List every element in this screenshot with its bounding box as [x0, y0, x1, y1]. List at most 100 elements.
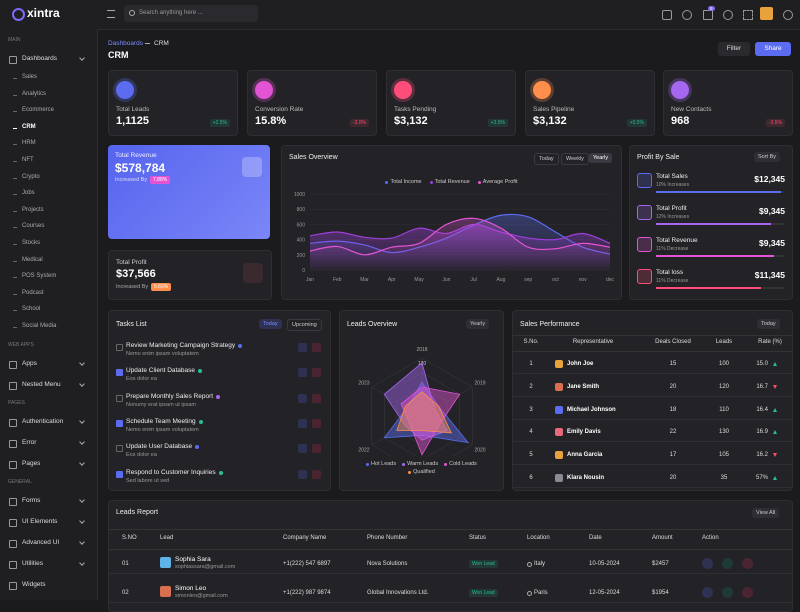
task-subtitle: Eos dolor ea — [126, 376, 157, 383]
nav-subitem[interactable]: POS System — [22, 273, 57, 280]
x-tick-label: dec — [606, 277, 615, 283]
nav-subitem[interactable]: NFT — [22, 157, 34, 163]
logo[interactable]: xintra — [27, 6, 60, 20]
edit-button[interactable] — [298, 368, 307, 378]
nav-item[interactable]: UI Elements — [22, 518, 58, 525]
legend-item: Warm Leads — [402, 461, 438, 467]
stat-label: New Contacts — [671, 106, 712, 113]
delete-button[interactable] — [312, 418, 321, 428]
checkbox[interactable] — [116, 470, 123, 478]
checkbox[interactable] — [116, 394, 123, 402]
nav-subitem[interactable]: CRM — [22, 123, 36, 130]
sort-dropdown[interactable]: Sort By — [754, 152, 781, 162]
nav-subitem[interactable]: Analytics — [22, 90, 47, 97]
menu-toggle[interactable] — [107, 10, 115, 18]
settings-icon[interactable] — [783, 10, 793, 20]
radar-area — [383, 362, 448, 441]
x-tick-label: Aug — [496, 277, 505, 283]
nav-item[interactable]: Error — [22, 439, 37, 446]
cell-phone: Global Innovations Ltd. — [367, 590, 429, 596]
nav-subitem[interactable]: Social Media — [22, 323, 57, 329]
cell-deals: 17 — [669, 452, 677, 459]
nav-item[interactable]: Pages — [22, 460, 41, 467]
row-divider — [513, 441, 792, 443]
nav-item[interactable]: Nested Menu — [22, 381, 61, 388]
tab[interactable]: Today — [534, 153, 559, 165]
nav-item[interactable]: Apps — [22, 360, 37, 367]
tab[interactable]: Yearly — [589, 153, 613, 163]
legend-swatch — [477, 180, 481, 184]
nav-subitem[interactable]: Sales — [22, 74, 38, 80]
edit-button[interactable] — [298, 469, 307, 479]
share-button[interactable]: Share — [755, 42, 791, 56]
fullscreen-icon[interactable] — [743, 10, 753, 20]
x-tick-label: May — [414, 277, 424, 283]
chevron — [79, 560, 85, 566]
column-header: Phone Number — [367, 535, 408, 541]
nav-item[interactable]: Dashboards — [22, 55, 58, 62]
rep-avatar — [555, 451, 563, 460]
legend-swatch — [385, 180, 389, 184]
edit-button[interactable] — [298, 444, 307, 454]
nav-subitem[interactable]: Medical — [22, 256, 43, 263]
nav-item[interactable]: Widgets — [22, 581, 46, 588]
edit-button[interactable] — [722, 558, 733, 569]
edit-button[interactable] — [722, 587, 733, 598]
delete-button[interactable] — [312, 393, 321, 403]
item-label: Total Sales — [656, 173, 688, 180]
nav-subitem[interactable]: Ecommerce — [22, 107, 55, 114]
delete-button[interactable] — [742, 558, 753, 569]
delete-button[interactable] — [312, 469, 321, 479]
leads-overview-card: 201820192020202120222023120 Leads Overvi… — [339, 310, 504, 491]
nav-subitem[interactable]: HRM — [22, 140, 36, 147]
axis-label: 2018 — [416, 347, 427, 353]
cart-icon[interactable] — [703, 10, 713, 20]
filter-dropdown[interactable]: Yearly — [466, 319, 490, 329]
filter-dropdown[interactable]: Today — [757, 319, 780, 329]
search-icon — [129, 10, 135, 16]
nav-subitem[interactable]: Stocks — [22, 240, 41, 246]
nav-subitem[interactable]: Courses — [22, 223, 45, 230]
edit-button[interactable] — [298, 418, 307, 428]
tab[interactable]: Today — [259, 319, 282, 329]
nav-subitem[interactable]: Podcast — [22, 289, 44, 296]
tab[interactable]: Weekly — [561, 153, 589, 165]
breadcrumb-link[interactable]: Dashboards — [108, 40, 144, 47]
filter-button[interactable]: Filter — [718, 42, 750, 56]
nav-dash — [13, 78, 17, 79]
theme-icon[interactable] — [682, 10, 692, 20]
user-avatar[interactable] — [760, 7, 773, 20]
stat-value: 15.8% — [255, 115, 287, 127]
nav-subitem[interactable]: Projects — [22, 206, 44, 213]
tab[interactable]: Upcoming — [287, 319, 322, 331]
nav-subitem[interactable]: School — [22, 306, 41, 313]
nav-subitem[interactable]: Crypto — [22, 173, 40, 180]
stat-value: $3,132 — [394, 115, 428, 127]
view-button[interactable] — [702, 558, 713, 569]
edit-button[interactable] — [298, 343, 307, 352]
nav-item[interactable]: Forms — [22, 497, 41, 504]
checkbox[interactable] — [116, 369, 123, 377]
nav-item[interactable]: Authentication — [22, 418, 64, 425]
chevron — [79, 360, 85, 366]
view-all-button[interactable]: View All — [752, 508, 780, 518]
nav-item[interactable]: Advanced UI — [22, 539, 60, 546]
trend-arrow — [773, 384, 777, 389]
delete-button[interactable] — [312, 343, 321, 352]
nav-item[interactable]: Utilities — [22, 560, 43, 567]
view-button[interactable] — [702, 587, 713, 598]
checkbox[interactable] — [116, 445, 123, 453]
delete-button[interactable] — [312, 444, 321, 454]
translate-icon[interactable] — [662, 10, 672, 20]
delete-button[interactable] — [742, 587, 753, 598]
edit-button[interactable] — [298, 393, 307, 403]
nav-subitem[interactable]: Jobs — [22, 190, 35, 197]
checkbox[interactable] — [116, 419, 123, 427]
search-box[interactable]: Search anything here ... — [124, 5, 258, 22]
y-tick-label: 800 — [297, 207, 306, 213]
delete-button[interactable] — [312, 368, 321, 378]
axis-label: 2020 — [474, 448, 485, 454]
checkbox[interactable] — [116, 344, 123, 351]
cell-location: Paris — [534, 590, 548, 596]
notification-icon[interactable] — [723, 10, 733, 20]
